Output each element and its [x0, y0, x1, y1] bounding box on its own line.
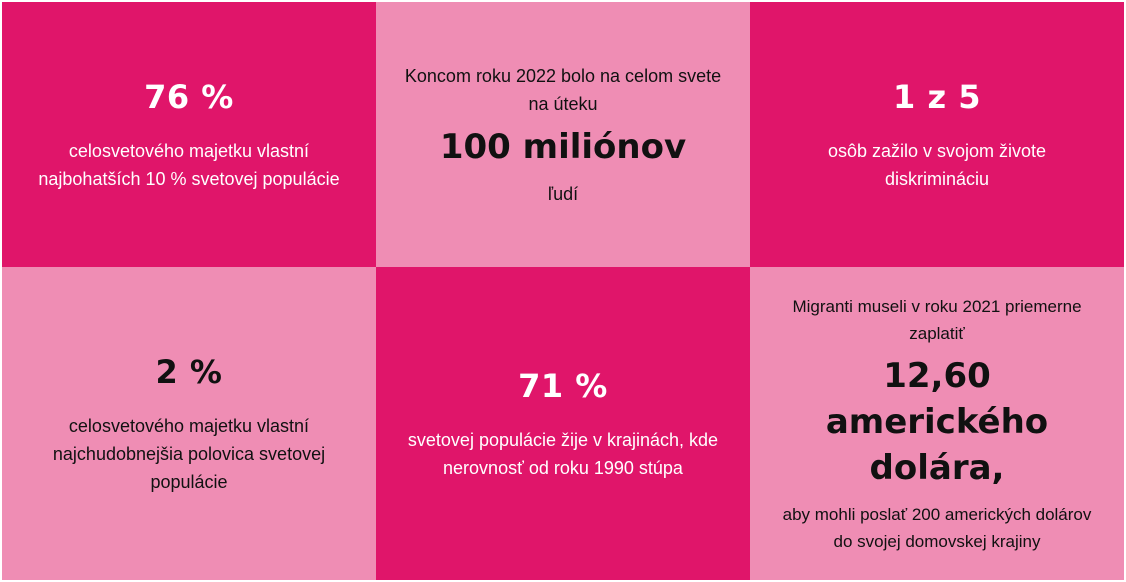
tile-text: ľudí [547, 183, 579, 204]
tile-text: celosvetového majetku vlastní najbohatší… [38, 140, 340, 189]
tile-1-in-5: 1 z 5 osôb zažilo v svojom živote diskri… [750, 2, 1124, 267]
tile-text: osôb zažilo v svojom živote diskrimináci… [827, 140, 1047, 189]
tile-100-million: Koncom roku 2022 bolo na celom svete na … [376, 2, 750, 267]
tile-headline: 76 % [144, 77, 234, 116]
tile-intro: Koncom roku 2022 bolo na celom svete na … [404, 65, 722, 114]
tile-2-percent: 2 % celosvetového majetku vlastní najchu… [2, 267, 376, 580]
tile-remittance-cost: Migranti museli v roku 2021 priemerne za… [750, 267, 1124, 580]
tile-71-percent: 71 % svetovej populácie žije v krajinách… [376, 267, 750, 580]
tile-76-percent: 76 % celosvetového majetku vlastní najbo… [2, 2, 376, 267]
tile-intro: Migranti museli v roku 2021 priemerne za… [792, 296, 1082, 343]
tile-headline: 1 z 5 [893, 77, 981, 116]
tile-text: svetovej populácie žije v krajinách, kde… [407, 429, 719, 478]
tile-headline: 2 % [155, 352, 223, 391]
tile-text: aby mohli poslať 200 amerických dolárov … [782, 504, 1092, 551]
tile-headline: 100 miliónov [439, 126, 687, 167]
tile-text: celosvetového majetku vlastní najchudobn… [52, 415, 326, 492]
tile-headline: 71 % [518, 366, 608, 405]
tile-headline: 12,60 amerického dolára, [825, 355, 1049, 488]
